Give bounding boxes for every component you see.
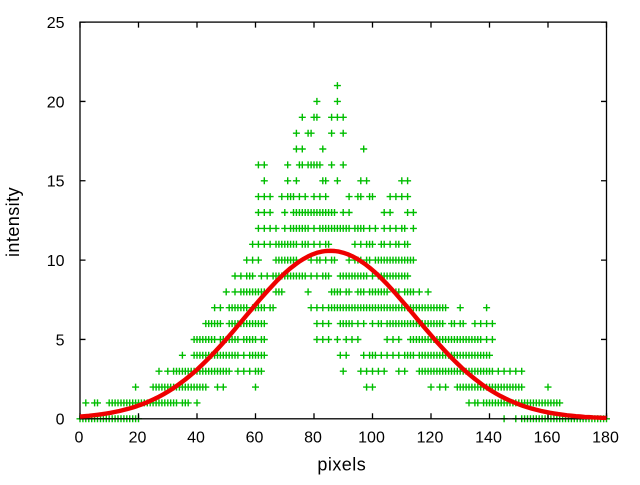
svg-text:80: 80: [304, 430, 322, 447]
svg-text:0: 0: [56, 412, 65, 429]
svg-text:140: 140: [475, 430, 502, 447]
svg-text:pixels: pixels: [317, 455, 366, 475]
svg-text:180: 180: [592, 430, 619, 447]
svg-text:20: 20: [47, 94, 65, 111]
svg-text:15: 15: [47, 174, 65, 191]
svg-text:100: 100: [358, 430, 385, 447]
svg-text:160: 160: [534, 430, 561, 447]
svg-text:120: 120: [417, 430, 444, 447]
svg-text:25: 25: [47, 15, 65, 32]
svg-text:0: 0: [75, 430, 84, 447]
svg-text:60: 60: [246, 430, 264, 447]
svg-text:10: 10: [47, 253, 65, 270]
svg-text:40: 40: [187, 430, 205, 447]
svg-text:20: 20: [129, 430, 147, 447]
svg-text:intensity: intensity: [3, 187, 23, 257]
svg-text:5: 5: [56, 332, 65, 349]
